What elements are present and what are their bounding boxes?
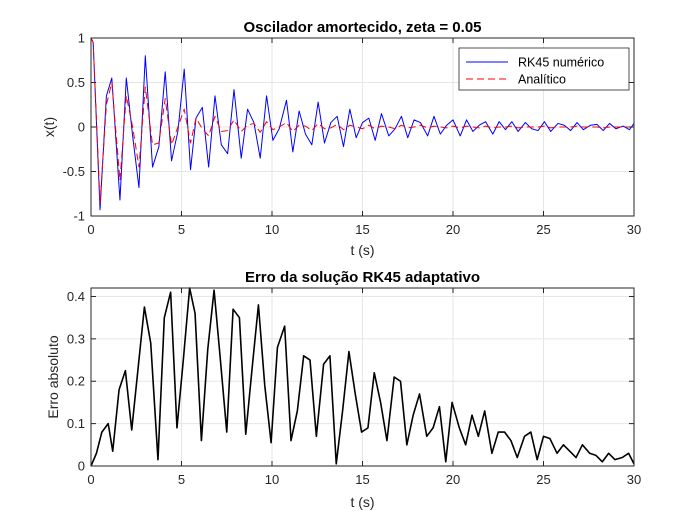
top-y-tick-label-3: 0.5 [67, 75, 85, 90]
top-x-tick-label-4: 20 [446, 222, 460, 237]
bottom-chart-title: Erro da solução RK45 adaptativo [245, 269, 480, 286]
legend-box [458, 47, 630, 91]
bottom-y-tick-label-2: 0.2 [67, 374, 85, 389]
top-series-line-1 [90, 37, 634, 204]
top-y-tick-label-4: 1 [78, 31, 85, 46]
top-series [90, 37, 635, 211]
top-chart-title: Oscilador amortecido, zeta = 0.05 [243, 19, 481, 36]
top-x-tick-label-2: 10 [265, 222, 279, 237]
legend-label-analitico: Analítico [518, 73, 566, 87]
bottom-y-tick-label-3: 0.3 [67, 331, 85, 346]
top-x-tick-label-0: 0 [87, 222, 94, 237]
top-x-tick-label-5: 25 [536, 222, 550, 237]
bottom-series [90, 287, 635, 467]
top-x-axis-label: t (s) [350, 242, 374, 258]
top-y-axis-label: x(t) [41, 117, 57, 137]
legend-label-rk45: RK45 numérico [518, 56, 604, 70]
top-y-tick-label-0: -1 [73, 209, 85, 224]
bottom-y-tick-label-1: 0.1 [67, 416, 85, 431]
bottom-x-tick-label-2: 10 [265, 472, 279, 487]
bottom-x-tick-label-0: 0 [87, 472, 94, 487]
bottom-series-line-0 [90, 287, 635, 467]
top-x-tick-label-3: 15 [355, 222, 369, 237]
bottom-x-tick-label-4: 20 [446, 472, 460, 487]
legend: RK45 numérico Analítico [458, 47, 630, 91]
bottom-y-axis-label: Erro absoluto [45, 335, 61, 418]
bottom-x-axis-label: t (s) [350, 494, 374, 510]
bottom-x-tick-label-1: 5 [178, 472, 185, 487]
top-y-tick-label-1: -0.5 [63, 164, 85, 179]
bottom-ticks: 0 5 10 15 20 25 30 0 0.1 0.2 0.3 0.4 [67, 288, 641, 487]
top-y-tick-label-2: 0 [78, 120, 85, 135]
bottom-y-tick-label-4: 0.4 [67, 289, 85, 304]
top-x-tick-label-6: 30 [627, 222, 641, 237]
bottom-x-tick-label-6: 30 [627, 472, 641, 487]
bottom-chart-panel: 0 5 10 15 20 25 30 0 0.1 0.2 0.3 0.4 Erro da soluçã… [45, 269, 641, 510]
top-x-tick-label-1: 5 [178, 222, 185, 237]
top-chart-panel: 0 5 10 15 20 25 30 -1 -0.5 0 0.5 1 Oscilador amorte… [41, 19, 641, 258]
top-series-line-0 [90, 37, 635, 211]
bottom-y-tick-label-0: 0 [78, 459, 85, 474]
top-ticks: 0 5 10 15 20 25 30 -1 -0.5 0 0.5 1 [63, 31, 642, 238]
bottom-x-tick-label-5: 25 [536, 472, 550, 487]
bottom-x-tick-label-3: 15 [355, 472, 369, 487]
